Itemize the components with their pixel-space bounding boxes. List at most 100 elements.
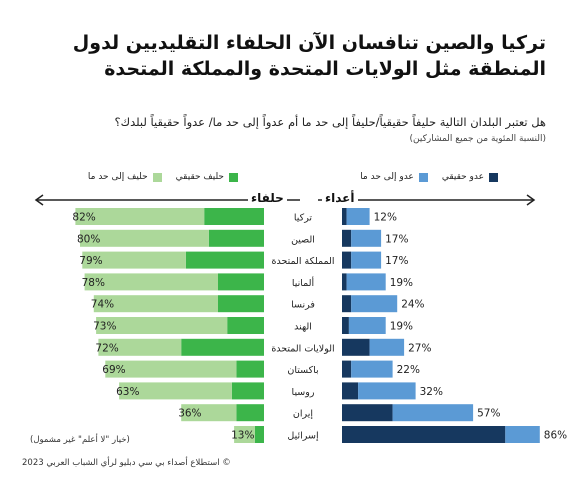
legend-swatch-somewhat-ally: [152, 172, 162, 182]
legend-item-true-ally: حليف حقيقي: [176, 172, 238, 182]
bar-true-ally: [227, 317, 264, 334]
bar-somewhat-ally: [75, 208, 205, 225]
bar-true-enemy: [342, 426, 506, 443]
bar-somewhat-ally: [105, 360, 237, 378]
bar-true-ally: [218, 295, 264, 313]
bar-somewhat-enemy: [346, 208, 370, 225]
enemy-total-label: 17%: [385, 255, 408, 267]
ally-total-label: 63%: [116, 386, 139, 398]
bar-somewhat-enemy: [358, 382, 416, 400]
legend-item-true-enemy: عدو حقيقي: [442, 172, 498, 182]
chart-title: تركيا والصين تنافسان الآن الحلفاء التقلي…: [72, 32, 546, 80]
bar-somewhat-ally: [84, 273, 218, 291]
bar-true-enemy: [342, 338, 370, 356]
country-label: إسرائيل: [287, 431, 319, 442]
bar-somewhat-enemy: [348, 317, 386, 334]
enemy-total-label: 12%: [374, 212, 397, 224]
ally-total-label: 73%: [93, 321, 116, 333]
bar-somewhat-enemy: [346, 273, 386, 291]
bar-true-ally: [208, 229, 264, 247]
bar-true-enemy: [342, 273, 347, 291]
country-label: الصين: [291, 234, 315, 245]
country-label: روسيا: [292, 387, 315, 398]
ally-total-label: 82%: [72, 212, 95, 224]
survey-question: هل تعتبر البلدان التالية حليفاً حقيقياً/…: [114, 115, 547, 129]
enemy-total-label: 24%: [401, 299, 424, 311]
legend-swatch-true-ally: [229, 172, 238, 182]
legend-item-somewhat-ally: حليف إلى حد ما: [88, 172, 162, 182]
enemy-total-label: 19%: [390, 277, 413, 289]
country-label: تركيا: [294, 213, 313, 224]
enemy-total-label: 17%: [385, 233, 408, 245]
enemy-total-label: 19%: [390, 321, 413, 333]
country-label: إيران: [293, 409, 314, 420]
country-label: ألمانيا: [292, 276, 315, 289]
bar-somewhat-ally: [181, 404, 237, 422]
legend-label-somewhat-enemy: عدو إلى حد ما: [360, 172, 414, 182]
enemies-group-label: أعداء: [322, 191, 358, 205]
copyright-source: © استطلاع أصداء بي سي دبليو لرأي الشباب …: [22, 458, 231, 468]
legend-swatch-true-enemy: [489, 172, 498, 182]
bar-true-ally: [236, 404, 264, 422]
dont-know-footnote: (خيار "لا أعلم" غير مشمول): [30, 435, 130, 445]
bar-true-ally: [218, 273, 264, 291]
bar-somewhat-enemy: [369, 338, 405, 356]
country-label: الهند: [294, 322, 312, 333]
bar-true-enemy: [342, 208, 347, 225]
bar-true-enemy: [342, 251, 352, 269]
allies-group-label: حلفاء: [248, 191, 287, 205]
legend-allies: حليف حقيقي حليف إلى حد ما: [74, 172, 238, 182]
bar-true-ally: [254, 426, 264, 443]
bar-true-ally: [181, 338, 264, 356]
bar-somewhat-ally: [82, 251, 186, 269]
bar-somewhat-ally: [98, 338, 182, 356]
ally-total-label: 74%: [91, 299, 114, 311]
ally-total-label: 72%: [95, 342, 118, 354]
legend-label-somewhat-ally: حليف إلى حد ما: [87, 172, 148, 182]
country-label: الولايات المتحدة: [271, 343, 334, 354]
ally-total-label: 80%: [77, 233, 100, 245]
bar-somewhat-ally: [96, 317, 228, 334]
enemy-total-label: 27%: [408, 342, 431, 354]
bar-true-enemy: [342, 404, 393, 422]
legend-label-true-enemy: عدو حقيقي: [441, 172, 484, 182]
enemy-total-label: 86%: [544, 430, 567, 442]
enemy-total-label: 57%: [477, 408, 500, 420]
bar-somewhat-enemy: [351, 295, 398, 313]
ally-total-label: 69%: [102, 364, 125, 376]
bar-true-enemy: [342, 382, 359, 400]
bar-true-ally: [231, 382, 264, 400]
bar-somewhat-ally: [119, 382, 232, 400]
bar-somewhat-ally: [93, 295, 218, 313]
bar-true-enemy: [342, 295, 352, 313]
percentage-note: (النسبة المئوية من جميع المشاركين): [409, 134, 547, 144]
enemy-total-label: 32%: [420, 386, 443, 398]
country-label: المملكة المتحدة: [271, 256, 334, 267]
legend-item-somewhat-enemy: عدو إلى حد ما: [360, 172, 428, 182]
legend-enemies: عدو حقيقي عدو إلى حد ما: [346, 172, 498, 182]
legend-swatch-somewhat-enemy: [418, 172, 428, 182]
legend-label-true-ally: حليف حقيقي: [175, 172, 224, 182]
bar-true-enemy: [342, 229, 352, 247]
bar-true-ally: [236, 360, 264, 378]
bar-true-ally: [185, 251, 264, 269]
allies-arrow-head: [34, 194, 44, 206]
country-label: باكستان: [287, 365, 318, 376]
bar-somewhat-enemy: [351, 251, 382, 269]
ally-total-label: 78%: [82, 277, 105, 289]
bar-somewhat-ally: [80, 229, 209, 247]
bar-true-enemy: [342, 317, 349, 334]
bar-somewhat-enemy: [351, 360, 393, 378]
bar-somewhat-enemy: [351, 229, 382, 247]
bar-somewhat-ally: [234, 426, 255, 443]
country-label: فرنسا: [291, 300, 315, 311]
ally-total-label: 36%: [178, 408, 201, 420]
bar-somewhat-enemy: [505, 426, 540, 443]
enemy-total-label: 22%: [397, 364, 420, 376]
bar-true-enemy: [342, 360, 352, 378]
ally-total-label: 13%: [231, 430, 254, 442]
ally-total-label: 79%: [79, 255, 102, 267]
bar-true-ally: [204, 208, 264, 225]
bar-somewhat-enemy: [392, 404, 474, 422]
